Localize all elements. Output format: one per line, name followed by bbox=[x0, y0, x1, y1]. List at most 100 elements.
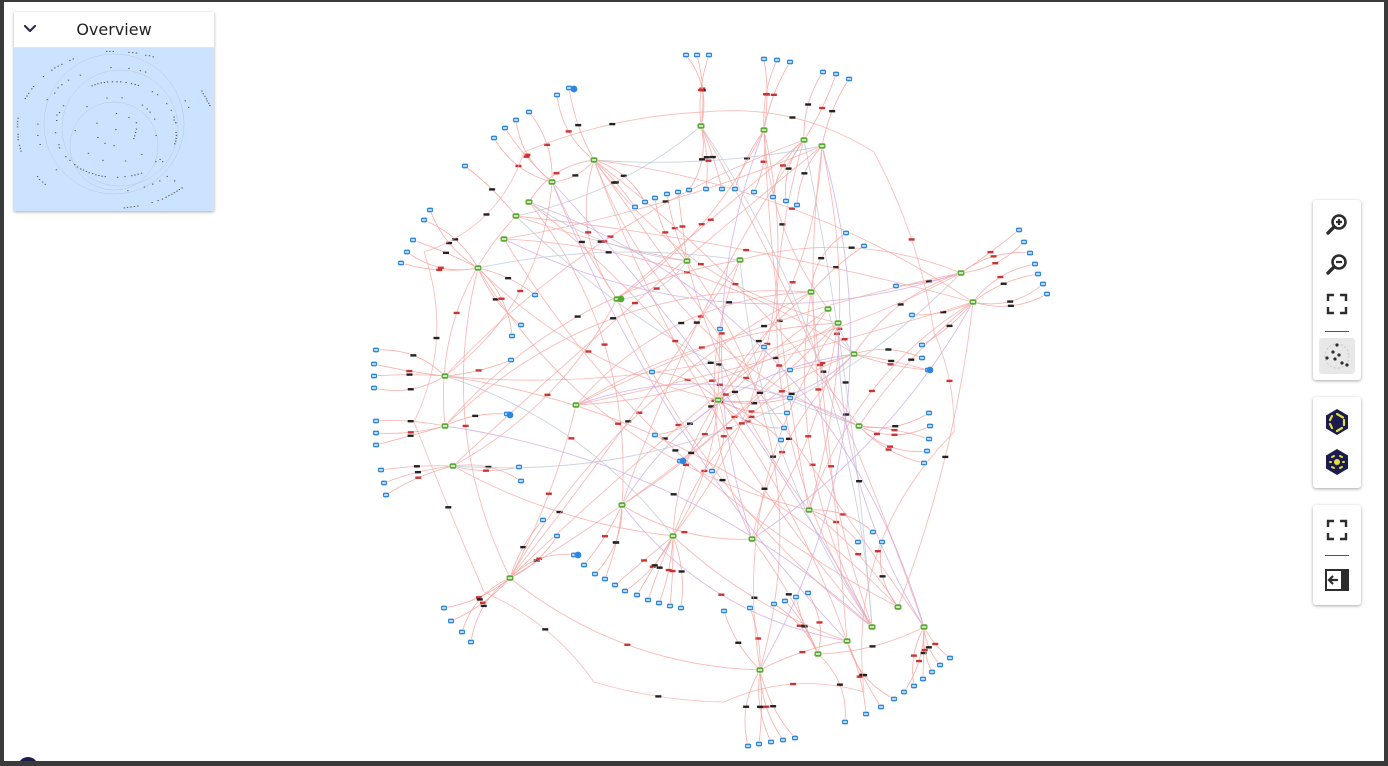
minimap-node bbox=[157, 200, 159, 202]
minimap-edge bbox=[43, 53, 185, 195]
graph-edge bbox=[444, 290, 812, 427]
graph-node-mark bbox=[379, 469, 383, 471]
minimap-node bbox=[61, 84, 63, 86]
fit-to-screen-icon bbox=[1326, 293, 1348, 315]
graph-node-mark bbox=[871, 531, 875, 533]
edge-label bbox=[891, 433, 898, 437]
chevron-down-icon[interactable] bbox=[22, 21, 38, 37]
edge-label bbox=[760, 160, 767, 163]
graph-node[interactable] bbox=[617, 295, 625, 303]
fit-to-screen-button[interactable] bbox=[1319, 286, 1355, 322]
zoom-in-button[interactable] bbox=[1319, 206, 1355, 242]
minimap-node bbox=[184, 100, 186, 102]
minimap-node bbox=[82, 169, 85, 171]
edge-label bbox=[738, 422, 745, 425]
overview-header[interactable]: Overview bbox=[14, 12, 214, 48]
minimap-graph bbox=[16, 50, 211, 209]
graph-node-mark bbox=[572, 554, 576, 556]
graph-node-mark bbox=[372, 387, 376, 389]
minimap-node bbox=[154, 118, 156, 120]
graph-node[interactable] bbox=[574, 551, 582, 559]
minimap-node bbox=[31, 88, 33, 90]
graph-node-mark bbox=[762, 58, 766, 60]
minimap-node bbox=[174, 180, 176, 182]
edge-label bbox=[693, 321, 700, 324]
edge-label bbox=[681, 530, 688, 534]
fullscreen-icon bbox=[1326, 519, 1348, 541]
graph-node-mark bbox=[665, 193, 669, 195]
minimap-node bbox=[137, 173, 139, 175]
edge-label bbox=[407, 388, 414, 391]
edge-label bbox=[887, 363, 894, 366]
graph-edge bbox=[903, 626, 925, 693]
graph-node-mark bbox=[633, 206, 637, 208]
minimap-node bbox=[85, 170, 88, 172]
graph-node[interactable] bbox=[570, 85, 578, 93]
graph-node-mark bbox=[541, 519, 545, 521]
edge-label bbox=[946, 379, 953, 383]
graph-node-mark bbox=[411, 239, 415, 241]
graph-hub-node-mark bbox=[808, 291, 814, 293]
graph-node-mark bbox=[1036, 273, 1040, 275]
minimap-node bbox=[175, 122, 177, 124]
minimap-node bbox=[128, 117, 130, 119]
edge-label bbox=[601, 535, 608, 538]
fullscreen-button[interactable] bbox=[1319, 512, 1355, 548]
edge-label bbox=[697, 315, 704, 318]
graph-edge bbox=[873, 151, 935, 333]
graph-node[interactable] bbox=[926, 366, 934, 374]
zoom-out-button[interactable] bbox=[1319, 246, 1355, 282]
graph-node[interactable] bbox=[506, 411, 514, 419]
graph-canvas[interactable] bbox=[4, 2, 1384, 761]
edge-label bbox=[485, 465, 492, 469]
graph-edge bbox=[470, 577, 511, 643]
graph-node-mark bbox=[785, 412, 789, 414]
minimap-node bbox=[115, 129, 117, 131]
graph-edge bbox=[923, 626, 941, 666]
edge-label bbox=[779, 164, 786, 167]
graph-node[interactable] bbox=[679, 457, 687, 465]
exit-panel-button[interactable] bbox=[1319, 562, 1355, 598]
graph-node-mark bbox=[762, 346, 766, 348]
hexagon-layout-button[interactable] bbox=[1319, 404, 1355, 440]
edge-label bbox=[763, 705, 770, 708]
minimap-node bbox=[42, 76, 45, 78]
graph-node-mark bbox=[821, 71, 825, 73]
edge-label bbox=[785, 167, 792, 170]
minimap-node bbox=[170, 109, 172, 111]
edge-label bbox=[816, 621, 823, 624]
edge-label bbox=[818, 256, 825, 260]
edge-label bbox=[874, 550, 881, 553]
minimap-node bbox=[202, 93, 204, 95]
edge-label bbox=[940, 310, 947, 314]
minimap-node bbox=[113, 145, 115, 147]
edge-label bbox=[908, 238, 915, 241]
toolbar-divider bbox=[1325, 331, 1349, 332]
minimap-node bbox=[86, 106, 88, 108]
edge-label bbox=[772, 356, 779, 360]
edge-label bbox=[751, 596, 758, 599]
edge-label bbox=[699, 158, 706, 161]
graph-hub-node-mark bbox=[757, 669, 763, 671]
minimap-node bbox=[104, 142, 106, 144]
minimap-node bbox=[106, 50, 108, 52]
minimap-node bbox=[54, 67, 56, 69]
graph-layout-button[interactable] bbox=[1319, 338, 1355, 374]
edge-label bbox=[609, 122, 616, 126]
hexagon-center-button[interactable] bbox=[1319, 444, 1355, 480]
edge-label bbox=[796, 624, 803, 627]
edge-label bbox=[744, 157, 751, 160]
edge-label bbox=[726, 426, 733, 430]
minimap-node bbox=[51, 69, 53, 71]
overview-minimap[interactable] bbox=[14, 48, 214, 211]
edge-label bbox=[553, 172, 560, 175]
minimap-node bbox=[110, 67, 112, 69]
edge-label bbox=[707, 218, 714, 221]
zoom-in-icon bbox=[1326, 214, 1347, 235]
edge-label bbox=[1007, 300, 1014, 303]
edge-label bbox=[790, 682, 797, 686]
edge-label bbox=[672, 449, 679, 452]
graph-edge bbox=[773, 603, 819, 655]
graph-edge bbox=[763, 61, 791, 131]
graph-node-mark bbox=[795, 204, 799, 206]
